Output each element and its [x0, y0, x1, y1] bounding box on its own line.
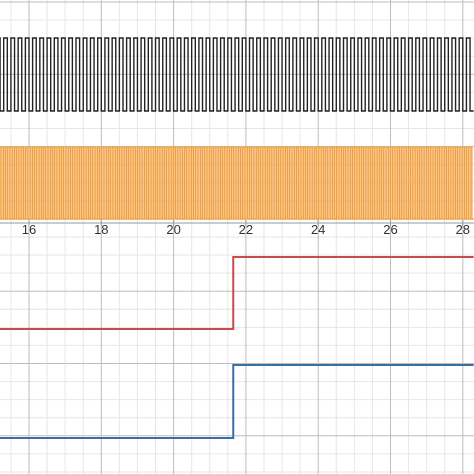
step-trace-2 — [0, 364, 474, 439]
x-tick-label: 18 — [94, 222, 108, 237]
signal-traces — [0, 37, 474, 439]
x-tick-label: 16 — [22, 222, 36, 237]
x-tick-label: 20 — [166, 222, 180, 237]
square-wave-trace-2 — [0, 146, 474, 220]
x-tick-label: 28 — [456, 222, 470, 237]
x-tick-label: 26 — [383, 222, 397, 237]
x-tick-label: 24 — [311, 222, 325, 237]
square-wave-trace-1 — [0, 37, 474, 112]
x-tick-label: 22 — [239, 222, 253, 237]
x-axis: 16 18 20 22 24 26 28 — [0, 220, 474, 237]
step-trace-1 — [0, 256, 474, 330]
